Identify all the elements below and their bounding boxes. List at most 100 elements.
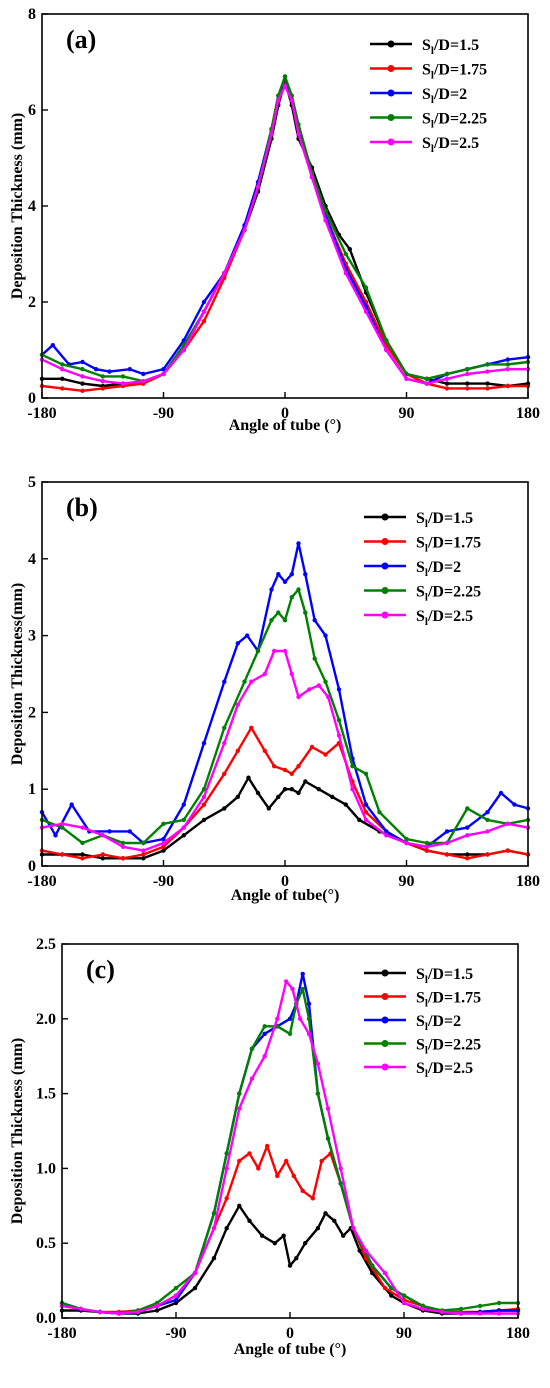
legend-marker xyxy=(381,1063,389,1071)
legend-entry: Sl/D=2.5 xyxy=(364,1060,473,1080)
x-tick-label: 180 xyxy=(516,405,540,422)
data-point xyxy=(282,74,288,79)
panel-label: (a) xyxy=(66,25,96,54)
data-point xyxy=(237,1158,242,1164)
data-point xyxy=(60,367,65,372)
data-point xyxy=(282,579,288,584)
data-point xyxy=(127,829,132,834)
data-point xyxy=(272,648,277,654)
y-tick-label: 1 xyxy=(28,781,36,798)
data-point xyxy=(296,587,301,592)
data-point xyxy=(181,833,186,838)
data-point xyxy=(282,767,288,773)
data-point xyxy=(389,1285,394,1291)
data-point xyxy=(424,848,429,853)
data-point xyxy=(211,1226,217,1231)
data-point xyxy=(255,184,261,189)
data-point xyxy=(141,840,146,846)
data-point xyxy=(485,810,490,815)
data-point xyxy=(80,367,85,372)
data-point xyxy=(269,131,274,137)
data-point xyxy=(505,383,510,389)
data-point xyxy=(496,1311,502,1316)
data-point xyxy=(201,309,207,314)
data-point xyxy=(173,1293,179,1298)
data-point xyxy=(161,840,166,846)
series-line xyxy=(41,726,529,860)
legend-entry: Sl/D=2.5 xyxy=(370,135,479,155)
data-point xyxy=(465,825,470,830)
data-point xyxy=(181,802,186,807)
data-point xyxy=(235,641,240,646)
data-point xyxy=(276,794,281,800)
data-point xyxy=(120,844,126,849)
data-point xyxy=(444,840,450,846)
data-point xyxy=(201,794,207,800)
data-point xyxy=(465,856,470,861)
data-point xyxy=(303,1241,308,1246)
x-axis-label: Angle of tube(°) xyxy=(231,887,340,904)
data-point xyxy=(309,175,315,180)
data-point xyxy=(211,1256,217,1261)
data-point xyxy=(496,1300,502,1306)
x-tick-label: -180 xyxy=(47,1325,76,1342)
data-point xyxy=(424,840,429,846)
data-point xyxy=(275,1173,280,1179)
y-tick-label: 3 xyxy=(28,628,36,645)
x-tick-label: 0 xyxy=(281,405,289,422)
legend-entry: Sl/D=2.5 xyxy=(364,608,473,628)
y-tick-label: 1.5 xyxy=(36,1086,56,1103)
data-point xyxy=(485,386,490,391)
data-point xyxy=(235,748,240,753)
data-point xyxy=(303,572,308,577)
series-3 xyxy=(39,587,531,846)
data-point xyxy=(377,810,382,815)
data-point xyxy=(296,790,301,796)
series-line xyxy=(62,1204,518,1315)
x-tick-label: 180 xyxy=(516,873,540,890)
x-tick-label: 90 xyxy=(396,1325,412,1342)
legend-entry: Sl/D=2 xyxy=(370,86,467,106)
data-point xyxy=(107,369,112,374)
data-point xyxy=(224,1196,229,1201)
y-tick-label: 2 xyxy=(28,704,36,721)
data-point xyxy=(247,1218,252,1224)
panel-label: (c) xyxy=(86,955,115,984)
data-point xyxy=(363,810,369,815)
data-point xyxy=(287,1263,293,1268)
data-point xyxy=(485,381,490,386)
series-1 xyxy=(59,1143,521,1315)
data-point xyxy=(477,1303,483,1309)
data-point xyxy=(80,825,85,830)
data-point xyxy=(255,790,261,796)
data-point xyxy=(120,381,126,386)
data-point xyxy=(120,840,126,846)
data-point xyxy=(192,1285,198,1291)
data-point xyxy=(80,840,85,846)
data-point xyxy=(343,271,348,276)
legend-marker xyxy=(381,993,389,1000)
data-point xyxy=(338,1181,343,1186)
data-point xyxy=(424,381,429,386)
data-point xyxy=(60,825,65,830)
x-tick-label: 180 xyxy=(506,1325,530,1342)
legend: Sl/D=1.5 Sl/D=1.75 Sl/D=2 Sl/D=2.25 Sl/D=2.5 xyxy=(364,966,481,1080)
data-point xyxy=(303,610,308,615)
data-point xyxy=(296,131,301,137)
data-point xyxy=(343,251,348,257)
data-point xyxy=(289,671,294,677)
data-point xyxy=(222,725,227,730)
data-point xyxy=(363,771,369,776)
data-point xyxy=(93,367,99,372)
legend-label: Sl/D=2.25 xyxy=(416,1037,481,1057)
data-point xyxy=(141,379,146,384)
data-point xyxy=(222,806,227,811)
data-point xyxy=(224,1151,229,1156)
data-point xyxy=(282,83,288,89)
legend-marker xyxy=(387,114,395,121)
data-point xyxy=(485,817,490,823)
data-point xyxy=(306,1001,312,1006)
data-point xyxy=(266,806,271,811)
data-point xyxy=(289,771,294,776)
legend-marker xyxy=(387,40,395,48)
